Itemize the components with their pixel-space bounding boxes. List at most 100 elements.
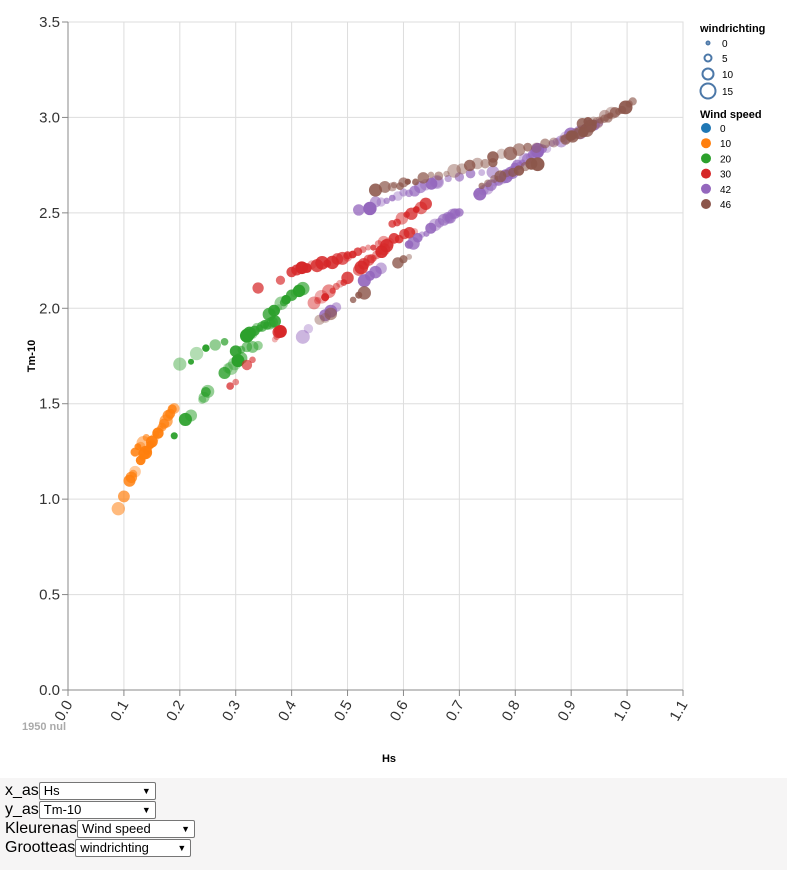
chevron-down-icon: ▼	[177, 842, 187, 853]
data-point	[201, 384, 215, 398]
data-point	[366, 254, 376, 264]
data-point	[583, 116, 593, 127]
x-tick-label: 0.6	[387, 698, 412, 725]
data-point	[427, 171, 435, 179]
data-point	[134, 443, 142, 451]
size-legend-symbol	[701, 67, 715, 81]
data-point	[168, 403, 180, 414]
scatter-chart: 0.0 0.1 0.2 0.3 0.4 0.5 0.6 0.7 0.8 0.9 1.0 1.10.00…	[22, 14, 765, 765]
controls-panel: x_as Hs ▼ y_as Tm-10 ▼ Kleurenas Wind sp…	[5, 781, 405, 857]
data-point	[595, 116, 603, 124]
color-axis-select[interactable]: Wind speed ▼	[77, 819, 196, 838]
data-point	[303, 324, 314, 334]
y-tick-label: 0.0	[39, 682, 60, 699]
data-point	[274, 325, 287, 338]
chevron-down-icon: ▼	[181, 823, 191, 834]
size-axis-control: Grootteas windrichting ▼	[5, 838, 405, 857]
data-point	[272, 306, 281, 314]
data-point	[399, 255, 408, 264]
x-axis-select[interactable]: Hs ▼	[38, 781, 156, 800]
data-point	[209, 339, 221, 351]
data-points	[111, 97, 637, 516]
x-tick-label: 0.1	[107, 698, 132, 725]
color-legend-symbol	[701, 138, 711, 149]
data-point	[443, 170, 450, 178]
data-point	[375, 262, 387, 275]
y-axis-select-value: Tm-10	[43, 801, 82, 817]
size-axis-select[interactable]: windrichting ▼	[75, 838, 192, 857]
x-tick-label: 0.4	[275, 698, 300, 725]
data-point	[403, 226, 416, 239]
color-legend-symbol	[701, 153, 711, 164]
chevron-down-icon: ▼	[141, 804, 151, 815]
data-point	[365, 244, 372, 251]
size-legend-label: 15	[722, 87, 734, 98]
data-point	[559, 135, 566, 143]
data-point	[425, 222, 437, 234]
data-point	[173, 357, 187, 371]
data-point	[398, 177, 409, 188]
y-tick-label: 0.5	[39, 587, 60, 604]
data-point	[390, 181, 398, 189]
color-legend-label: 30	[720, 170, 732, 181]
data-point	[275, 275, 286, 285]
data-point	[359, 246, 367, 254]
y-axis-control: y_as Tm-10 ▼	[5, 800, 405, 819]
data-point	[484, 179, 492, 188]
data-point	[376, 197, 386, 207]
x-tick-label: 1.1	[666, 698, 691, 725]
data-point	[370, 244, 377, 251]
data-point	[268, 304, 280, 317]
data-point	[301, 263, 312, 274]
x-axis-control: x_as Hs ▼	[5, 781, 405, 800]
data-point	[417, 172, 429, 184]
size-axis-control-label: Grootteas	[5, 838, 76, 856]
color-legend-symbol	[701, 123, 711, 133]
data-point	[296, 281, 310, 296]
data-point	[314, 314, 325, 325]
data-point	[540, 138, 551, 149]
size-legend-label: 5	[722, 54, 728, 65]
x-tick-label: 0.7	[443, 698, 468, 725]
data-point	[465, 168, 476, 179]
y-axis-select[interactable]: Tm-10 ▼	[38, 800, 156, 819]
color-legend-title: Wind speed	[700, 109, 762, 121]
data-point	[447, 163, 462, 178]
data-point	[142, 433, 150, 442]
data-point	[147, 439, 156, 448]
color-axis-select-value: Wind speed	[82, 820, 151, 836]
data-point	[380, 239, 394, 253]
size-legend-title: windrichting	[699, 23, 765, 35]
data-point	[129, 465, 141, 478]
x-tick-label: 1.0	[610, 698, 635, 725]
color-axis-control: Kleurenas Wind speed ▼	[5, 819, 405, 838]
data-point	[378, 181, 391, 193]
y-tick-label: 2.0	[39, 300, 60, 317]
x-tick-label: 0.2	[163, 698, 188, 725]
color-legend-label: 0	[720, 124, 726, 135]
data-point	[628, 97, 637, 106]
data-point	[187, 358, 195, 365]
data-point	[252, 282, 264, 294]
data-point	[307, 296, 321, 310]
x-tick-label: 0.5	[331, 698, 356, 725]
data-point	[548, 137, 559, 148]
data-point	[368, 183, 383, 197]
y-axis-control-label: y_as	[5, 800, 39, 818]
data-point	[353, 204, 365, 216]
data-point	[480, 158, 490, 169]
data-point	[370, 254, 378, 262]
data-point	[184, 409, 198, 422]
size-legend-symbol	[703, 53, 713, 63]
data-point	[530, 157, 545, 172]
data-point	[357, 286, 371, 300]
data-point	[523, 142, 533, 152]
data-point	[253, 340, 263, 351]
data-point	[531, 142, 542, 153]
data-point	[478, 169, 486, 176]
data-point	[220, 337, 229, 346]
data-point	[226, 382, 234, 390]
data-point	[232, 378, 240, 386]
data-point	[349, 296, 357, 304]
y-tick-label: 1.5	[39, 396, 60, 413]
